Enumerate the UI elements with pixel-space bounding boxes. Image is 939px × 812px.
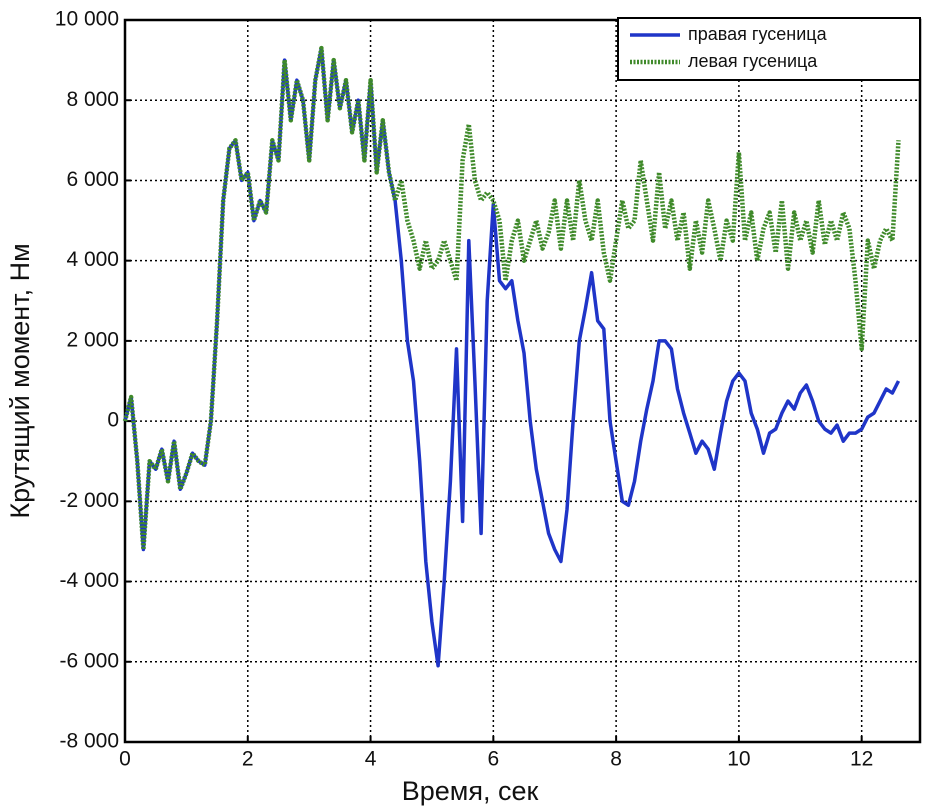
y-tick-label: 8 000 — [66, 88, 119, 111]
plot-area — [125, 20, 920, 742]
y-tick-label: -6 000 — [59, 649, 119, 672]
y-tick-label: 10 000 — [55, 8, 119, 31]
series-line — [122, 45, 901, 552]
x-tick-label: 8 — [610, 748, 622, 771]
y-tick-label: 6 000 — [66, 168, 119, 191]
y-tick-label: 4 000 — [66, 248, 119, 271]
x-tick-label: 10 — [727, 748, 750, 771]
legend-box — [617, 17, 921, 81]
y-tick-label: -8 000 — [59, 730, 119, 753]
y-tick-label: -4 000 — [59, 569, 119, 592]
x-tick-label: 2 — [242, 748, 254, 771]
legend-label: левая гусеница — [688, 51, 818, 71]
y-tick-label: 0 — [107, 409, 119, 432]
y-tick-label: 2 000 — [66, 328, 119, 351]
y-tick-label: -2 000 — [59, 489, 119, 512]
plot-frame — [123, 18, 922, 744]
x-tick-label: 6 — [487, 748, 499, 771]
x-tick-label: 4 — [365, 748, 377, 771]
x-tick-label: 12 — [850, 748, 873, 771]
x-tick-label: 0 — [119, 748, 131, 771]
legend-label: правая гусеница — [688, 24, 828, 44]
x-axis-title: Время, сек — [402, 776, 539, 806]
y-axis-title: Крутящий момент, Нм — [5, 243, 35, 518]
series-line — [123, 46, 901, 668]
